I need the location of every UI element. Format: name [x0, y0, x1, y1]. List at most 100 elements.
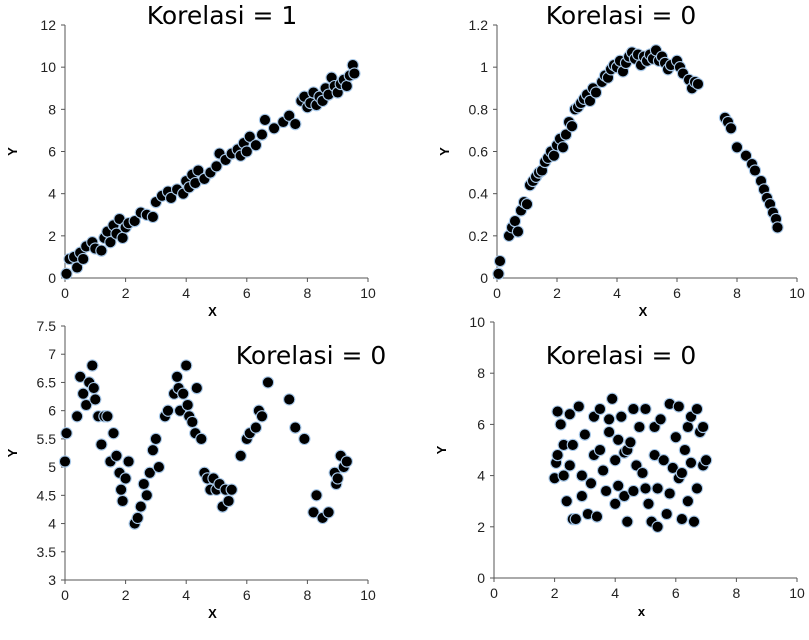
- y-tick-label: 6: [48, 403, 56, 419]
- scatter-point: [627, 402, 640, 416]
- scatter-point: [566, 438, 579, 452]
- scatter-point: [70, 410, 84, 423]
- scatter-point: [255, 128, 269, 141]
- scatter-point: [249, 421, 263, 434]
- x-axis-label: X: [208, 304, 217, 319]
- x-tick-label: 6: [673, 285, 681, 301]
- scatter-point: [609, 497, 622, 510]
- scatter-point: [672, 400, 685, 413]
- scatter-point: [609, 454, 622, 467]
- scatter-point: [60, 427, 73, 440]
- y-tick-label: 6: [477, 416, 485, 432]
- y-tick-label: 1: [480, 59, 488, 75]
- x-tick-label: 4: [182, 285, 190, 301]
- scatter-point: [575, 469, 589, 482]
- y-axis-label: Y: [5, 147, 20, 156]
- scatter-point: [696, 420, 710, 434]
- y-tick-label: 3.5: [37, 544, 57, 560]
- scatter-point: [648, 448, 661, 462]
- scatter-point: [724, 122, 738, 135]
- scatter-point: [131, 511, 144, 525]
- scatter-point: [134, 500, 147, 513]
- scatter-point: [508, 214, 522, 228]
- y-tick-label: 0.4: [469, 186, 489, 202]
- y-tick-label: 0.6: [469, 144, 489, 160]
- scatter-point: [140, 489, 153, 502]
- scatter-point: [690, 482, 704, 495]
- scatter-point: [195, 432, 208, 446]
- scatter-point: [663, 487, 676, 500]
- scatter-point: [578, 428, 592, 441]
- scatter-point: [669, 431, 682, 444]
- y-tick-label: 0.8: [469, 101, 489, 117]
- scatter-point: [596, 464, 610, 477]
- scatter-point: [593, 402, 607, 416]
- scatter-point: [565, 120, 579, 133]
- x-tick-label: 0: [493, 285, 501, 301]
- scatter-point: [222, 494, 235, 508]
- scatter-point: [511, 225, 525, 238]
- scatter-point: [660, 507, 673, 521]
- y-tick-label: 10: [469, 314, 485, 330]
- scatter-point: [569, 512, 582, 526]
- scatter-point: [493, 254, 507, 268]
- y-tick-label: 7.5: [37, 318, 57, 334]
- scatter-point: [678, 443, 692, 457]
- scatter-point: [615, 410, 628, 423]
- scatter-point: [116, 231, 129, 245]
- scatter-point: [60, 267, 73, 280]
- x-tick-label: 10: [789, 285, 805, 301]
- scatter-point: [340, 455, 353, 468]
- x-tick-label: 0: [490, 585, 498, 601]
- scatter-point: [86, 359, 99, 372]
- scatter-point: [143, 466, 156, 479]
- scatter-point: [602, 413, 616, 426]
- scatter-point: [547, 149, 561, 162]
- scatter-point: [492, 267, 505, 280]
- scatter-point: [675, 466, 689, 480]
- scatter-point: [114, 483, 128, 496]
- y-tick-label: 8: [477, 365, 485, 381]
- scatter-point: [584, 477, 598, 490]
- scatter-point: [243, 130, 256, 143]
- x-tick-label: 2: [122, 587, 130, 603]
- scatter-point: [234, 449, 247, 462]
- scatter-point: [240, 145, 253, 158]
- scatter-point: [128, 214, 141, 228]
- y-tick-label: 4.5: [37, 487, 57, 503]
- scatter-point: [590, 510, 604, 523]
- y-tick-label: 2: [48, 228, 56, 244]
- scatter-point: [583, 94, 597, 108]
- scatter-point: [771, 221, 784, 234]
- x-tick-label: 8: [304, 285, 312, 301]
- scatter-point: [298, 432, 311, 446]
- scatter-point: [152, 460, 166, 474]
- scatter-point: [624, 436, 637, 449]
- chart-title: Korelasi = 0: [546, 341, 697, 370]
- y-tick-label: 5: [48, 459, 56, 475]
- scatter-point: [137, 477, 150, 491]
- scatter-point: [107, 427, 120, 440]
- y-tick-label: 12: [40, 17, 56, 33]
- y-tick-label: 0: [48, 270, 56, 286]
- scatter-point: [348, 67, 361, 80]
- scatter-point: [621, 515, 634, 528]
- scatter-point: [95, 244, 108, 257]
- scatter-point: [639, 482, 652, 495]
- scatter-point: [225, 483, 238, 496]
- scatter-point: [593, 443, 607, 457]
- scatter-point: [730, 141, 744, 154]
- x-tick-label: 8: [304, 587, 312, 603]
- scatter-point: [283, 393, 296, 406]
- chart-title: Korelasi = 0: [546, 1, 697, 30]
- y-axis-label: Y: [434, 445, 449, 454]
- scatter-point: [599, 484, 613, 498]
- scatter-point: [331, 472, 344, 485]
- scatter-point: [77, 252, 90, 266]
- scatter-point: [612, 433, 625, 446]
- scatter-point: [654, 413, 667, 426]
- scatter-point: [651, 520, 664, 533]
- scatter-point: [687, 515, 701, 528]
- y-tick-label: 10: [40, 59, 56, 75]
- scatter-point: [180, 359, 193, 372]
